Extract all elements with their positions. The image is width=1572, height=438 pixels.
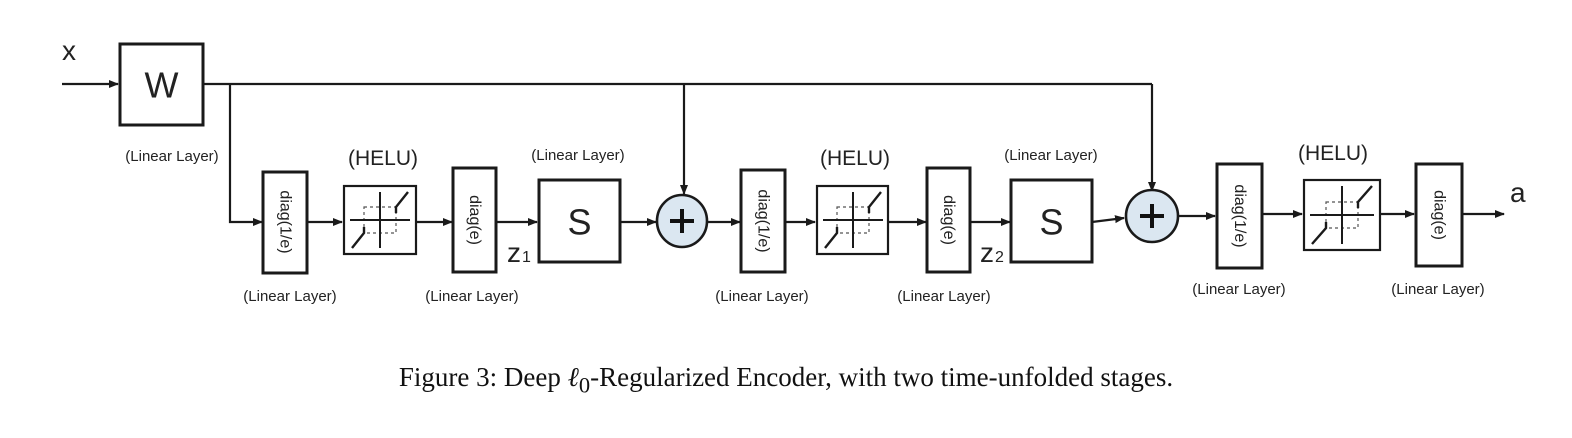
caption-prefix: Figure 3: Deep <box>398 362 568 392</box>
stage1-diag-in-text: diag(1/e) <box>277 190 294 253</box>
z2-label: z2 <box>980 237 1004 268</box>
stage2-diag-in-layer-label: (Linear Layer) <box>715 288 808 305</box>
connection-wires <box>62 80 1505 226</box>
stage2-diag-out-box <box>925 166 972 274</box>
figure-caption: Figure 3: Deep ℓ0-Regularized Encoder, w… <box>0 362 1572 398</box>
output-label: a <box>1510 177 1526 208</box>
stage-1: diag(1/e) (Linear Layer) (HELU) diag(e) … <box>243 147 709 305</box>
w-block: W <box>118 42 205 127</box>
final-stage: diag(1/e) (Linear Layer) (HELU) diag(e) … <box>1192 142 1484 298</box>
stage2-helu-icon <box>815 184 890 256</box>
final-helu-icon <box>1302 178 1382 252</box>
caption-ell: ℓ <box>567 362 579 392</box>
stage1-s-layer-label: (Linear Layer) <box>531 147 624 164</box>
stage1-diag-in-layer-label: (Linear Layer) <box>243 288 336 305</box>
stage2-helu-label: (HELU) <box>820 147 890 170</box>
stage1-diag-out-layer-label: (Linear Layer) <box>425 288 518 305</box>
final-diag-in-box <box>1215 162 1264 270</box>
caption-ell-sub: 0 <box>578 372 591 398</box>
final-diag-out-box <box>1414 162 1464 268</box>
stage1-diag-out-box <box>451 166 498 274</box>
w-block-symbol: W <box>145 65 179 106</box>
stage1-diag-out-text: diag(e) <box>466 195 483 245</box>
branch-to-stage1 <box>228 84 263 226</box>
stage1-helu-icon <box>342 184 418 256</box>
final-diag-out-text: diag(e) <box>1431 190 1448 240</box>
stage2-diag-out-layer-label: (Linear Layer) <box>897 288 990 305</box>
encoder-diagram: x a W (Linear Layer) diag(1/e) (Linear L… <box>62 35 1526 305</box>
input-label: x <box>62 35 76 66</box>
stage2-diag-out-text: diag(e) <box>940 195 957 245</box>
stage2-s-symbol: S <box>1039 202 1063 243</box>
z1-label: z1 <box>507 237 531 268</box>
stage1-s-symbol: S <box>567 202 591 243</box>
caption-suffix: -Regularized Encoder, with two time-unfo… <box>590 362 1174 392</box>
final-diag-in-layer-label: (Linear Layer) <box>1192 281 1285 298</box>
stage1-s-box <box>537 178 622 264</box>
sum1-node <box>655 193 709 249</box>
stage1-diag-in-box <box>261 170 309 275</box>
stage2-s-layer-label: (Linear Layer) <box>1004 147 1097 164</box>
arrow-s2-s-sum <box>1091 215 1125 224</box>
final-helu-label: (HELU) <box>1298 142 1368 165</box>
w-layer-label: (Linear Layer) <box>125 148 218 165</box>
stage1-helu-label: (HELU) <box>348 147 418 170</box>
sum2-node <box>1124 188 1180 244</box>
stage2-diag-in-text: diag(1/e) <box>755 189 772 252</box>
stage-2: diag(1/e) (Linear Layer) (HELU) diag(e) … <box>715 147 1180 305</box>
final-diag-out-layer-label: (Linear Layer) <box>1391 281 1484 298</box>
stage2-diag-in-box <box>739 168 787 274</box>
final-diag-in-text: diag(1/e) <box>1231 184 1248 247</box>
stage2-s-box <box>1009 178 1094 264</box>
